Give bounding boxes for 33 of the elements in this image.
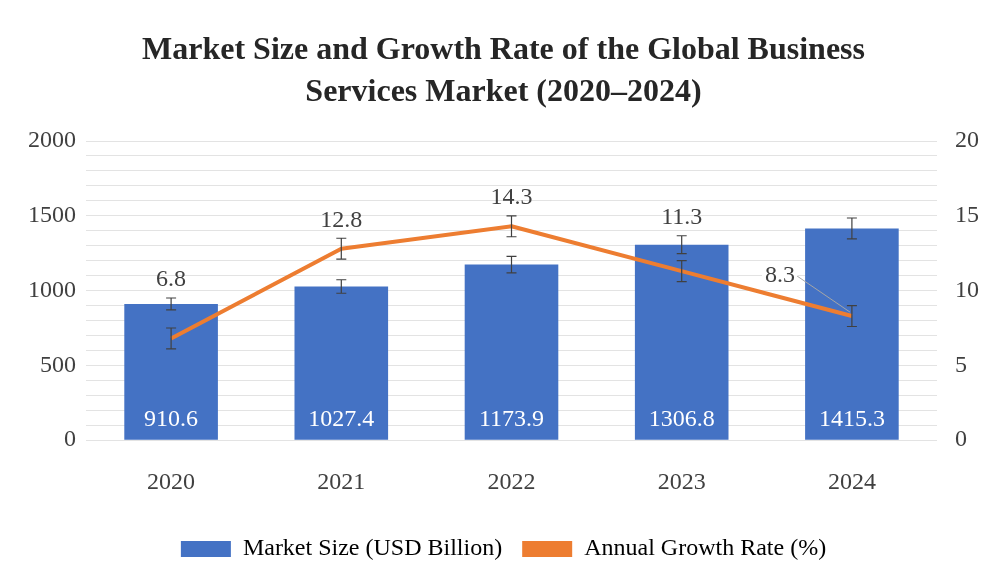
data-label: 1306.8 [648,405,715,432]
bar [294,286,389,440]
bar [634,244,729,440]
bar [805,228,899,440]
data-label: 12.8 [320,205,363,232]
x-tick-label: 2023 [657,468,706,495]
y-tick-label: 1500 [28,201,76,228]
data-label: 1415.3 [818,405,885,432]
y-tick-label: 2000 [28,126,76,153]
legend-label: Annual Growth Rate (%) [584,534,827,561]
data-label: 1027.4 [308,405,375,432]
x-tick-label: 2021 [317,468,366,495]
y-tick-label: 0 [64,425,76,452]
data-label: 910.6 [144,405,199,432]
bar [124,304,218,440]
y2-tick-label: 15 [955,201,979,228]
data-label: 8.3 [765,261,796,288]
bar [464,264,559,440]
y2-tick-label: 20 [955,126,979,153]
data-label: 6.8 [156,265,187,292]
y2-tick-label: 0 [955,425,967,452]
y2-tick-label: 5 [955,350,967,377]
x-tick-label: 2020 [147,468,196,495]
x-tick-label: 2024 [827,468,876,495]
y-tick-label: 1000 [28,276,76,303]
legend-label: Market Size (USD Billion) [242,534,503,561]
data-label: 14.3 [490,183,533,210]
y-tick-label: 500 [40,350,76,377]
x-tick-label: 2022 [487,468,536,495]
chart-title: Market Size and Growth Rate of the Global Business Services Market (2020–2024) [141,29,866,110]
data-label: 11.3 [661,203,703,230]
data-label: 1173.9 [478,405,545,432]
y2-tick-label: 10 [955,276,979,303]
